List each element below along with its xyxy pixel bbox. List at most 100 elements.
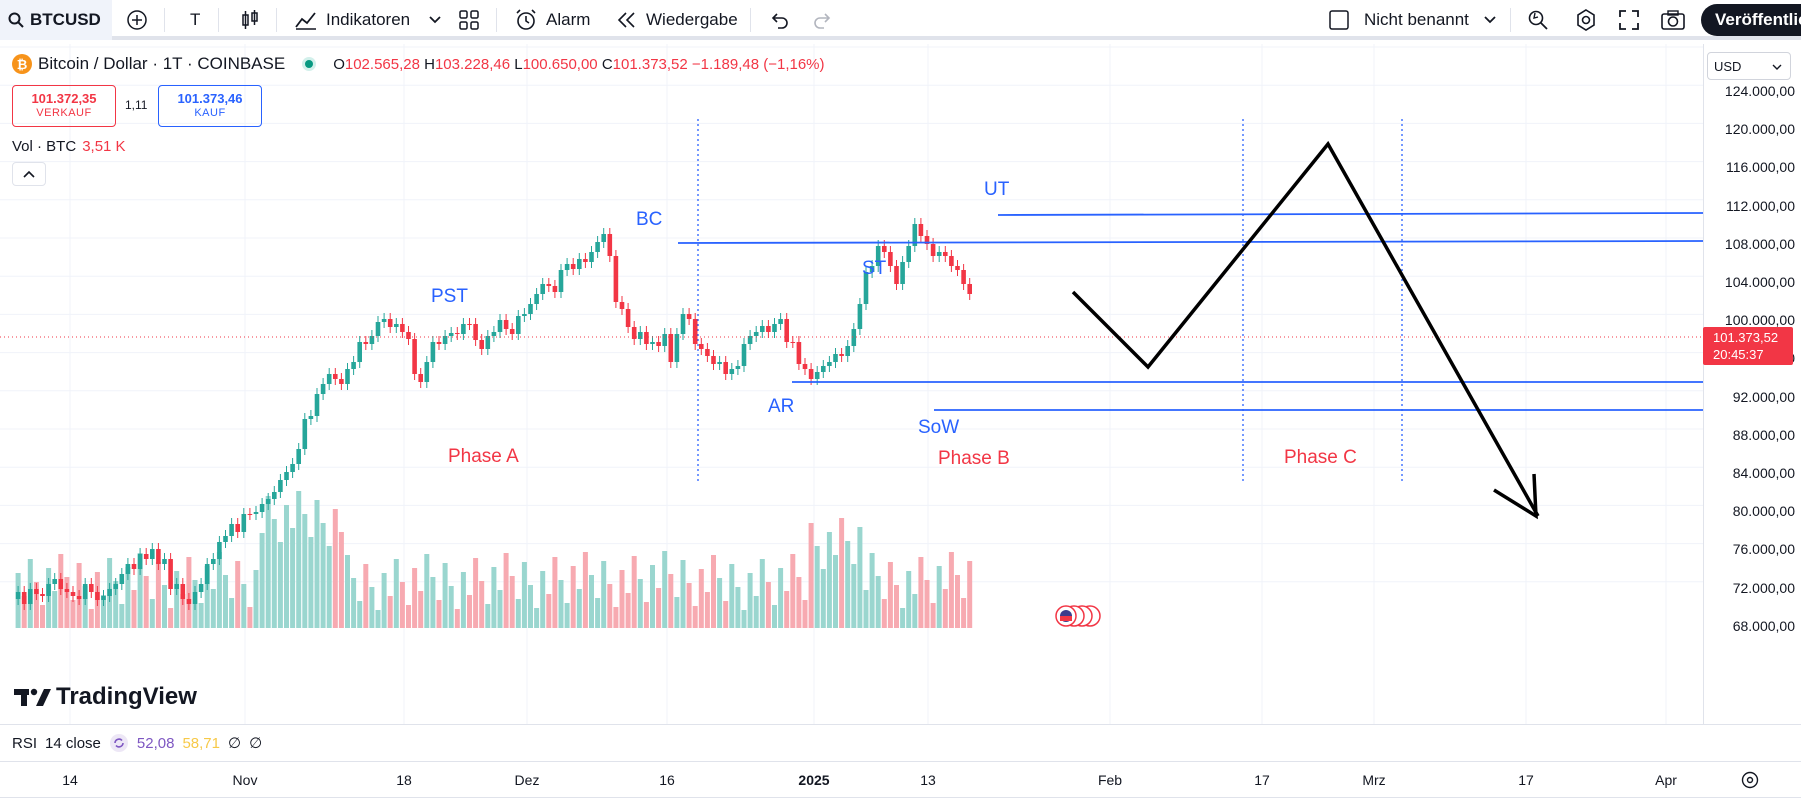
settings-gear-icon[interactable] <box>1740 770 1760 790</box>
refresh-icon[interactable] <box>109 733 129 753</box>
symbol-search-button[interactable]: BTCUSD <box>0 0 112 40</box>
label-pst[interactable]: PST <box>431 286 468 307</box>
candle <box>95 592 100 600</box>
candle <box>631 327 637 339</box>
label-phase-c[interactable]: Phase C <box>1284 447 1357 468</box>
candle <box>357 342 362 362</box>
volume-legend[interactable]: Vol · BTC 3,51 K <box>12 138 126 155</box>
settings-button[interactable] <box>1574 0 1598 40</box>
price-tick: 116.000,00 <box>1725 159 1795 176</box>
interval-button[interactable]: T <box>190 0 200 40</box>
price-tick: 80.000,00 <box>1732 503 1795 520</box>
price-tick: 88.000,00 <box>1732 426 1795 443</box>
volume-bar <box>448 586 454 628</box>
undo-button[interactable] <box>768 0 790 40</box>
chart-canvas[interactable]: PST BC ST UT AR SoW Phase A Phase B Phas… <box>0 44 1801 724</box>
volume-bar <box>143 576 149 628</box>
volume-bar <box>64 577 70 628</box>
volume-bar <box>729 564 735 628</box>
candle <box>778 319 783 324</box>
candle <box>52 579 57 584</box>
volume-bar <box>564 603 570 628</box>
quick-search-button[interactable] <box>1526 0 1550 40</box>
candle <box>314 394 320 416</box>
label-sow[interactable]: SoW <box>918 417 959 438</box>
symbol-title[interactable]: Bitcoin / Dollar · 1T · COINBASE <box>38 54 286 73</box>
candle <box>552 286 558 292</box>
candle <box>509 329 515 334</box>
candle <box>278 480 283 492</box>
label-ut[interactable]: UT <box>984 179 1010 200</box>
volume-bar <box>363 564 369 628</box>
candle <box>760 326 765 332</box>
volume-bar <box>479 581 485 628</box>
price-tick: 76.000,00 <box>1732 541 1795 558</box>
snapshot-button[interactable] <box>1660 0 1686 40</box>
candle <box>875 246 881 266</box>
volume-bar <box>796 577 802 628</box>
candle <box>961 270 966 284</box>
projection-arrowhead[interactable] <box>1493 473 1538 520</box>
candle <box>430 342 436 362</box>
sell-price: 101.372,35 <box>31 91 97 106</box>
publish-button[interactable]: Veröffentlic <box>1701 4 1801 36</box>
layout-name-button[interactable]: Nicht benannt <box>1328 0 1497 40</box>
candle <box>601 234 606 242</box>
volume-bar <box>582 552 588 628</box>
candle <box>223 536 228 542</box>
volume-bar <box>137 553 143 628</box>
candle <box>143 554 149 559</box>
redo-button[interactable] <box>812 0 834 40</box>
volume-bar <box>534 608 540 628</box>
volume-bar <box>485 604 491 628</box>
candle <box>369 336 375 344</box>
layout-square-icon <box>1329 10 1349 30</box>
label-bc[interactable]: BC <box>636 209 662 230</box>
volume-bar <box>149 599 155 628</box>
rsi-pane-header[interactable]: RSI 14 close 52,08 58,71 ∅ ∅ <box>0 724 1801 762</box>
alarm-button[interactable]: Alarm <box>514 0 590 40</box>
time-axis[interactable]: 14 Nov 18 Dez 16 2025 13 Feb 17 Mrz 17 Apr <box>0 762 1801 798</box>
volume-bar <box>540 571 546 628</box>
label-phase-b[interactable]: Phase B <box>938 448 1010 469</box>
candle <box>125 564 131 574</box>
fullscreen-button[interactable] <box>1618 0 1640 40</box>
volume-bar <box>125 567 131 628</box>
tradingview-logo[interactable]: TradingView <box>14 683 197 711</box>
collapse-legend-button[interactable] <box>12 162 46 186</box>
label-st[interactable]: ST <box>862 258 887 279</box>
label-ar[interactable]: AR <box>768 396 794 417</box>
compare-button[interactable] <box>126 0 148 40</box>
candle <box>101 596 106 600</box>
volume-bar <box>948 552 954 628</box>
indicators-button[interactable]: Indikatoren <box>294 0 410 40</box>
chart-type-button[interactable] <box>240 0 260 40</box>
time-tick: Mrz <box>1362 772 1386 788</box>
candle <box>924 236 930 244</box>
price-scale[interactable]: 124.000,00 120.000,00 116.000,00 112.000,00… <box>1703 44 1801 724</box>
volume-bar <box>320 523 326 628</box>
price-tick: 92.000,00 <box>1732 388 1795 405</box>
economic-events-flags[interactable] <box>1055 605 1101 627</box>
volume-bar <box>918 557 924 628</box>
currency-dropdown[interactable]: USD <box>1707 52 1791 80</box>
ut-resistance-line[interactable] <box>997 212 1704 216</box>
volume-bar <box>692 606 698 628</box>
projection-path[interactable] <box>1071 140 1540 517</box>
volume-bar <box>887 562 893 628</box>
volume-bar <box>406 605 411 628</box>
label-phase-a[interactable]: Phase A <box>448 446 519 467</box>
layouts-button[interactable] <box>458 0 480 40</box>
bc-resistance-line[interactable] <box>677 240 1704 244</box>
volume-bar <box>247 607 253 628</box>
replay-button[interactable]: Wiedergabe <box>616 0 738 40</box>
volume-bar <box>101 595 106 628</box>
buy-button[interactable]: 101.373,46 KAUF <box>158 85 262 127</box>
price-tick: 108.000,00 <box>1724 235 1795 252</box>
volume-bar <box>198 603 204 628</box>
volume-bar <box>430 577 436 628</box>
indicators-dropdown[interactable] <box>428 0 442 40</box>
redo-icon <box>814 13 831 29</box>
volume-bar <box>460 572 466 628</box>
sell-button[interactable]: 101.372,35 VERKAUF <box>12 85 116 127</box>
